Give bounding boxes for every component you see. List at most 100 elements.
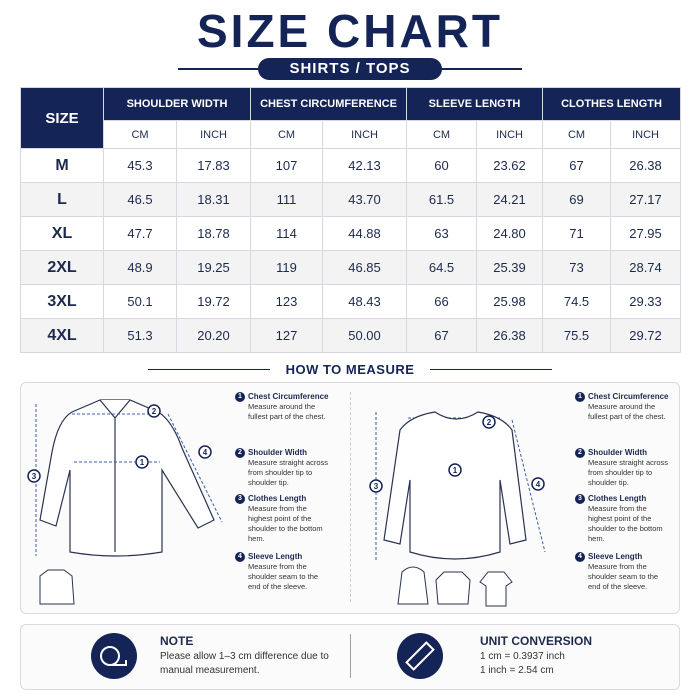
- cell: 45.3: [103, 148, 177, 183]
- marker: 4: [531, 477, 545, 491]
- marker-number: 2: [152, 407, 157, 416]
- step-number: 3: [235, 494, 245, 504]
- cell: 18.78: [175, 216, 252, 251]
- cell: 20.20: [175, 318, 252, 353]
- rule: [442, 68, 522, 70]
- marker-number: 4: [536, 480, 541, 489]
- cell: 66: [406, 284, 478, 319]
- step-title: Chest Circumference: [588, 392, 669, 401]
- rule: [148, 369, 270, 370]
- conversion-title: UNIT CONVERSION: [480, 634, 593, 648]
- cell: 69: [542, 182, 612, 217]
- marker-circle: [531, 477, 545, 491]
- step: 2 Shoulder Width Measure straight across f…: [575, 448, 672, 488]
- cell: 71: [542, 216, 612, 251]
- cell: 26.38: [610, 148, 682, 183]
- marker: 1: [135, 455, 149, 469]
- step-title: Chest Circumference: [248, 392, 329, 401]
- marker-circle: [198, 445, 212, 459]
- cell: 23.62: [476, 148, 544, 183]
- cell: 50.00: [322, 318, 408, 353]
- step-number: 4: [575, 552, 585, 562]
- marker-circle: [448, 463, 462, 477]
- cell: 60: [406, 148, 478, 183]
- cell: 27.17: [610, 182, 682, 217]
- cell: 24.21: [476, 182, 544, 217]
- unit-header: CM: [103, 120, 177, 149]
- step-title: Sleeve Length: [248, 552, 303, 561]
- subtitle: SHIRTS / TOPS: [258, 58, 442, 80]
- size-cell: L: [20, 182, 104, 217]
- cell: 18.31: [175, 182, 252, 217]
- ruler-icon: [397, 633, 443, 679]
- cell: 51.3: [103, 318, 177, 353]
- cell: 74.5: [542, 284, 612, 319]
- step: 3 Clothes Length Measure from the highest …: [575, 494, 672, 544]
- cell: 46.5: [103, 182, 177, 217]
- step-number: 2: [235, 448, 245, 458]
- cell: 123: [250, 284, 324, 319]
- cell: 43.70: [322, 182, 408, 217]
- step-number: 1: [235, 392, 245, 402]
- unit-header: INCH: [175, 120, 252, 149]
- cell: 26.38: [476, 318, 544, 353]
- step: 1 Chest Circumference Measure around the f…: [575, 392, 672, 422]
- cell: 114: [250, 216, 324, 251]
- cell: 29.72: [610, 318, 682, 353]
- rule: [178, 68, 258, 70]
- size-row: L 46.5 18.31 111 43.70 61.5 24.21 69 27.17: [20, 182, 682, 217]
- marker: 1: [448, 463, 462, 477]
- marker-circle: [482, 415, 496, 429]
- step: 1 Chest Circumference Measure around the f…: [235, 392, 332, 422]
- size-cell: M: [20, 148, 104, 183]
- cell: 25.39: [476, 250, 544, 285]
- marker-number: 1: [140, 458, 145, 467]
- conversion-line: 1 cm = 0.3937 inch: [480, 651, 565, 662]
- marker-circle: [27, 469, 41, 483]
- step-number: 4: [235, 552, 245, 562]
- cell: 107: [250, 148, 324, 183]
- size-header: SIZE: [20, 87, 104, 149]
- cell: 73: [542, 250, 612, 285]
- step-number: 1: [575, 392, 585, 402]
- step-number: 3: [575, 494, 585, 504]
- step-title: Clothes Length: [588, 494, 647, 503]
- cell: 111: [250, 182, 324, 217]
- step-text: Measure from the highest point of the sh…: [248, 504, 323, 543]
- size-cell: 2XL: [20, 250, 104, 285]
- divider: [350, 634, 351, 678]
- cell: 24.80: [476, 216, 544, 251]
- section-title: HOW TO MEASURE: [285, 362, 415, 377]
- cell: 28.74: [610, 250, 682, 285]
- marker-number: 2: [487, 418, 492, 427]
- cell: 48.9: [103, 250, 177, 285]
- size-row: 2XL 48.9 19.25 119 46.85 64.5 25.39 73 28.74: [20, 250, 682, 285]
- marker-circle: [369, 479, 383, 493]
- shirt: [39, 399, 215, 557]
- cell: 48.43: [322, 284, 408, 319]
- tape-icon: [91, 633, 137, 679]
- cell: 67: [406, 318, 478, 353]
- cell: 50.1: [103, 284, 177, 319]
- thumbnails: [39, 566, 513, 607]
- size-cell: 4XL: [20, 318, 104, 353]
- cell: 42.13: [322, 148, 408, 183]
- cell: 19.25: [175, 250, 252, 285]
- step-text: Measure from the highest point of the sh…: [588, 504, 663, 543]
- marker-number: 3: [32, 472, 37, 481]
- cell: 46.85: [322, 250, 408, 285]
- cell: 25.98: [476, 284, 544, 319]
- marker: 3: [27, 469, 41, 483]
- marker: 4: [198, 445, 212, 459]
- size-row: XL 47.7 18.78 114 44.88 63 24.80 71 27.95: [20, 216, 682, 251]
- step-text: Measure straight across from shoulder ti…: [248, 458, 329, 487]
- marker-number: 3: [374, 482, 379, 491]
- step-title: Clothes Length: [248, 494, 307, 503]
- divider: [350, 392, 351, 602]
- marker-circle: [147, 404, 161, 418]
- step: 4 Sleeve Length Measure from the shoulder …: [235, 552, 332, 592]
- marker: 2: [482, 415, 496, 429]
- marker-circle: [135, 455, 149, 469]
- title: SIZE CHART: [197, 5, 503, 57]
